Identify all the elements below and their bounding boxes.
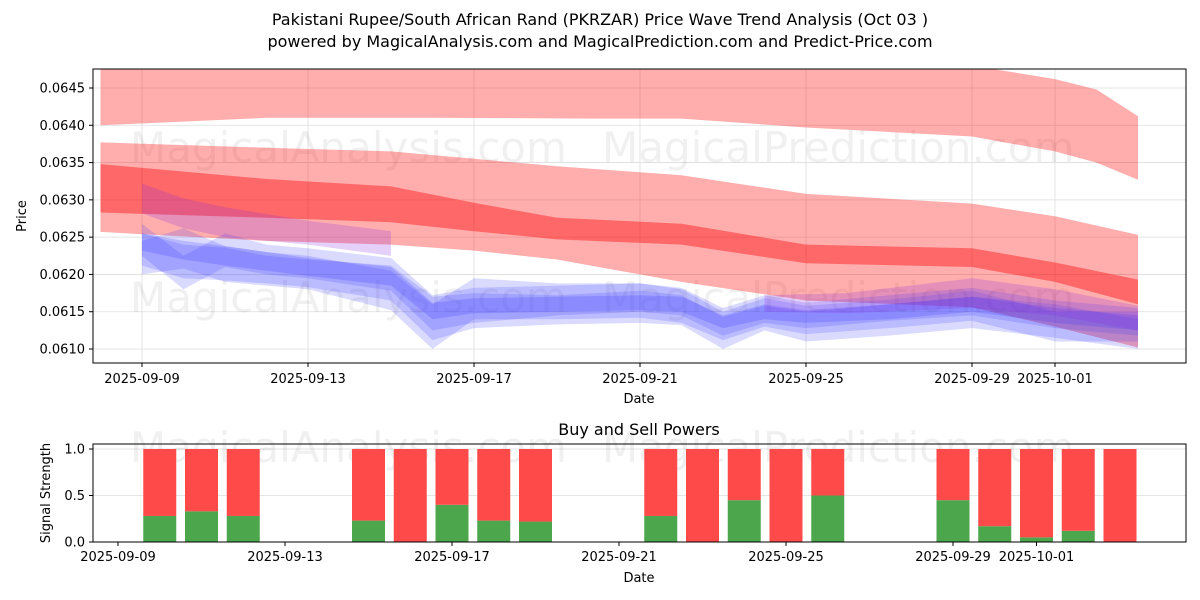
sell-bar (1104, 449, 1137, 542)
buy-bar (352, 521, 385, 542)
sell-bar (644, 449, 677, 516)
sell-bar (352, 449, 385, 521)
watermark-prediction-bottom: MagicalPrediction.com (602, 423, 1075, 472)
x-tick-label: 2025-09-29 (934, 372, 1010, 387)
x-tick-label: 2025-09-09 (104, 372, 180, 387)
y-tick-label: 0.0625 (40, 231, 86, 246)
buy-bar (143, 516, 176, 542)
sell-bar (770, 449, 803, 542)
bars-layer (143, 449, 1136, 542)
buy-bar (937, 500, 970, 542)
x-tick-label: 2025-10-01 (1017, 372, 1093, 387)
buy-bar (477, 521, 510, 542)
y-tick-label: 0.0610 (40, 343, 86, 358)
sell-bar (143, 449, 176, 516)
buy-bar (978, 526, 1011, 542)
sell-bar (1062, 449, 1095, 531)
sell-bar (519, 449, 552, 522)
x-tick-label: 2025-09-25 (768, 372, 844, 387)
sell-bar (436, 449, 469, 505)
bottom-x-axis-ticks: 2025-09-09 2025-09-13 2025-09-17 2025-09-21… (80, 542, 1074, 565)
x-tick-label: 2025-09-21 (602, 372, 678, 387)
sell-bar (1020, 449, 1053, 537)
y-tick-label: 0.0640 (40, 119, 86, 134)
sell-bar (686, 449, 719, 542)
buy-bar (1062, 531, 1095, 542)
bottom-y-tick-label: 1.0 (64, 443, 85, 458)
sell-bar (937, 449, 970, 500)
buy-bar (1020, 537, 1053, 542)
buy-bar (644, 516, 677, 542)
watermark-analysis-bottom: MagicalAnalysis.com (130, 423, 567, 472)
bottom-y-tick-label: 0.0 (64, 536, 85, 551)
sell-bar (978, 449, 1011, 526)
y-axis-ticks: 0.0610 0.0615 0.0620 0.0625 0.0630 0.0635 0.06… (40, 82, 94, 358)
bottom-x-tick-label: 2025-09-25 (748, 550, 824, 565)
bottom-x-tick-label: 2025-09-21 (581, 550, 657, 565)
x-tick-label: 2025-09-13 (270, 372, 346, 387)
y-tick-label: 0.0615 (40, 305, 86, 320)
bottom-y-tick-label: 0.5 (64, 489, 85, 504)
bottom-x-tick-label: 2025-09-13 (247, 550, 323, 565)
bottom-y-axis-ticks: 0.0 0.5 1.0 (64, 443, 93, 551)
y-tick-label: 0.0635 (40, 156, 86, 171)
sell-bar (394, 449, 427, 542)
bottom-axes-frame (93, 444, 1186, 542)
y-tick-label: 0.0630 (40, 193, 86, 208)
buy-sell-title: Buy and Sell Powers (558, 420, 720, 439)
x-tick-label: 2025-09-17 (436, 372, 512, 387)
bottom-x-tick-label: 2025-09-17 (414, 550, 490, 565)
buy-bar (185, 511, 218, 542)
buy-bar (811, 496, 844, 543)
y-tick-label: 0.0620 (40, 268, 86, 283)
bottom-y-axis-label: Signal Strength (39, 443, 54, 543)
bottom-x-tick-label: 2025-09-09 (80, 550, 156, 565)
bottom-x-tick-label: 2025-09-29 (915, 550, 991, 565)
sell-bar (185, 449, 218, 511)
buy-bar (728, 500, 761, 542)
y-axis-label: Price (15, 200, 30, 232)
sell-bar (728, 449, 761, 500)
sell-bar (477, 449, 510, 521)
sell-bar (227, 449, 260, 516)
buy-bar (227, 516, 260, 542)
bottom-x-tick-label: 2025-10-01 (999, 550, 1075, 565)
buy-bar (519, 522, 552, 542)
buy-bar (436, 505, 469, 542)
bottom-x-axis-label: Date (623, 571, 654, 586)
price-wave-chart: MagicalAnalysis.com MagicalPrediction.co… (0, 0, 1200, 420)
y-tick-label: 0.0645 (40, 82, 86, 97)
x-axis-label: Date (623, 392, 654, 407)
bottom-grid (93, 449, 1186, 542)
x-axis-ticks: 2025-09-09 2025-09-13 2025-09-17 2025-09-21… (104, 363, 1093, 387)
sell-bar (811, 449, 844, 496)
